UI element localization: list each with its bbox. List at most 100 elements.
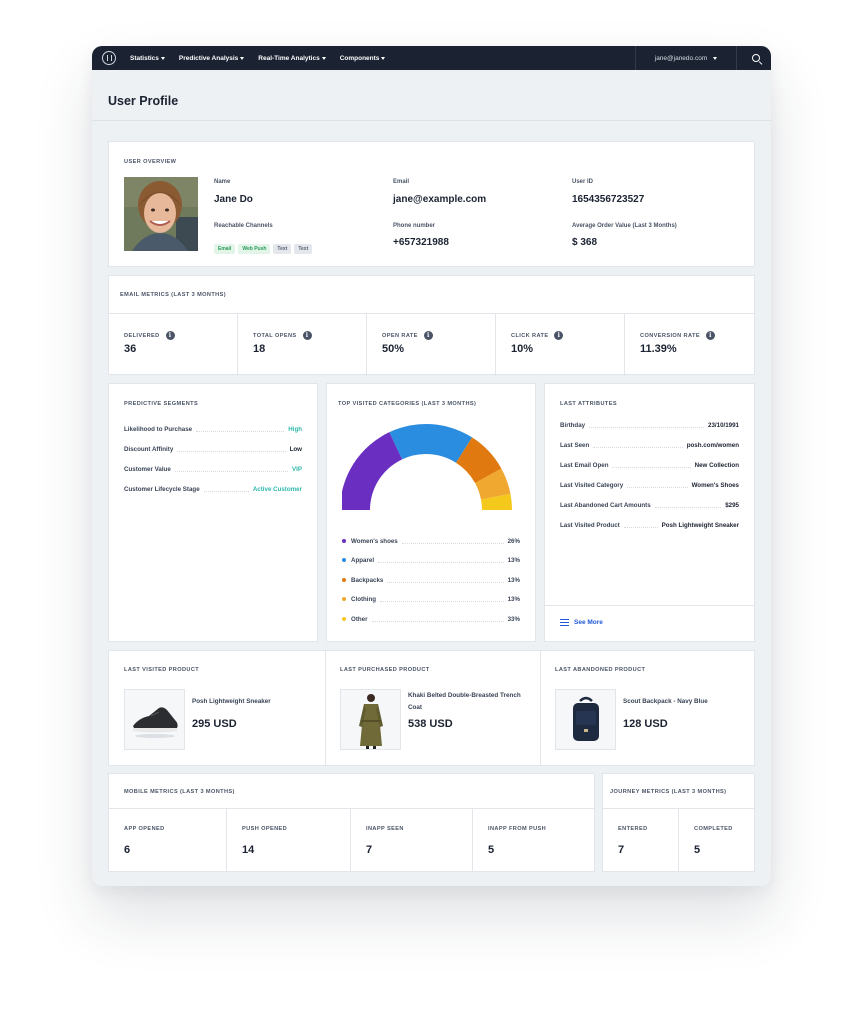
- segment-value: Active Customer: [252, 485, 302, 493]
- info-icon[interactable]: i: [423, 331, 433, 340]
- product-price: 295 USD: [192, 718, 237, 730]
- metric-inapp-seen: INAPP SEEN 7: [351, 809, 473, 872]
- metric-label: CLICK RATE: [511, 332, 549, 339]
- channel-tag: Text: [273, 244, 292, 254]
- legend-label: Other: [351, 615, 368, 623]
- metric-value: 7: [366, 844, 373, 856]
- section-label: MOBILE METRICS (LAST 3 MONTHS): [124, 789, 235, 795]
- metric-push-opened: PUSH OPENED 14: [227, 809, 351, 872]
- legend-dot: [342, 578, 346, 582]
- product-price: 538 USD: [408, 718, 453, 730]
- donut-slice-backpacks[interactable]: [456, 437, 502, 484]
- last-purchased-product[interactable]: LAST PURCHASED PRODUCT Khaki Belted Doub…: [325, 651, 540, 765]
- donut-slice-women-s-shoes[interactable]: [342, 432, 403, 510]
- attribute-row: Last Seen posh.com/women: [560, 440, 739, 450]
- divider: [603, 808, 754, 809]
- metric-conversion-rate: CONVERSION RATE i 11.39%: [625, 313, 754, 376]
- attribute-row: Last Email Open New Collection: [560, 460, 739, 470]
- legend-row: Other 33%: [342, 614, 520, 624]
- channels-label: Reachable Channels: [214, 223, 273, 229]
- metric-value: 10%: [511, 343, 534, 355]
- segment-row: Discount Affinity Low: [124, 444, 302, 454]
- donut-slice-other[interactable]: [481, 493, 512, 510]
- segment-label: Discount Affinity: [124, 445, 174, 453]
- legend-row: Apparel 13%: [342, 555, 520, 565]
- channel-tag: Web Push: [238, 244, 271, 254]
- metric-entered: ENTERED 7: [603, 809, 679, 872]
- page-title: User Profile: [108, 94, 179, 108]
- attribute-value: 23/10/1991: [708, 421, 739, 429]
- nav-real-time-analytics[interactable]: Real-Time Analytics: [258, 55, 326, 62]
- avatar: [124, 177, 198, 251]
- last-attributes-card: LAST ATTRIBUTES Birthday 23/10/1991 Last …: [544, 383, 755, 642]
- metric-delivered: DELIVERED i 36: [109, 313, 238, 376]
- top-navbar: Statistics Predictive Analysis Real-Time…: [92, 46, 771, 70]
- channel-tag: Email: [214, 244, 236, 254]
- products-card: LAST VISITED PRODUCT Posh Lightweight Sn…: [108, 650, 755, 766]
- attribute-label: Last Email Open: [560, 461, 609, 469]
- legend-value: 13%: [507, 595, 520, 603]
- legend-dot: [342, 539, 346, 543]
- legend-value: 26%: [507, 537, 520, 545]
- last-abandoned-product[interactable]: LAST ABANDONED PRODUCT Scout Backpack - …: [540, 651, 754, 765]
- nav-statistics[interactable]: Statistics: [130, 55, 165, 62]
- section-label: USER OVERVIEW: [124, 159, 177, 165]
- phone-value: +657321988: [393, 237, 449, 248]
- segment-label: Likelihood to Purchase: [124, 425, 193, 433]
- section-label: LAST VISITED PRODUCT: [124, 667, 200, 673]
- channel-tag: Text: [294, 244, 313, 254]
- user-menu[interactable]: jane@janedo.com: [635, 46, 737, 70]
- nav-components[interactable]: Components: [340, 55, 386, 62]
- attribute-value: Women's Shoes: [691, 481, 739, 489]
- email-metrics-card: EMAIL METRICS (LAST 3 MONTHS) DELIVERED i…: [108, 275, 755, 376]
- product-price: 128 USD: [623, 718, 668, 730]
- user-email-value: jane@example.com: [393, 194, 487, 205]
- metric-open-rate: OPEN RATE i 50%: [367, 313, 496, 376]
- section-label: EMAIL METRICS (LAST 3 MONTHS): [120, 292, 226, 298]
- legend-dot: [342, 617, 346, 621]
- info-icon[interactable]: i: [165, 331, 175, 340]
- info-icon[interactable]: i: [554, 331, 564, 340]
- backpack-image: [555, 689, 616, 750]
- see-more-link[interactable]: See More: [560, 619, 603, 626]
- legend-label: Clothing: [351, 595, 377, 603]
- journey-metrics-card: JOURNEY METRICS (LAST 3 MONTHS) ENTERED …: [602, 773, 755, 872]
- last-visited-product[interactable]: LAST VISITED PRODUCT Posh Lightweight Sn…: [109, 651, 325, 765]
- search-button[interactable]: [740, 46, 771, 70]
- donut-slice-apparel[interactable]: [389, 424, 473, 463]
- metric-app-opened: APP OPENED 6: [109, 809, 227, 872]
- metric-label: COMPLETED: [694, 826, 733, 832]
- caret-down-icon: [321, 56, 326, 60]
- divider: [540, 651, 541, 765]
- channel-tags: Email Web Push Text Text: [214, 237, 315, 255]
- donut-slice-clothing[interactable]: [475, 468, 511, 500]
- attribute-row: Last Visited Product Posh Lightweight Sne…: [560, 520, 739, 530]
- segment-row: Likelihood to Purchase High: [124, 424, 302, 434]
- metric-value: 11.39%: [640, 343, 677, 355]
- metric-click-rate: CLICK RATE i 10%: [496, 313, 625, 376]
- divider: [109, 808, 594, 809]
- predictive-segments-card: PREDICTIVE SEGMENTS Likelihood to Purcha…: [108, 383, 318, 642]
- attribute-label: Last Visited Product: [560, 521, 620, 529]
- metric-label: INAPP FROM PUSH: [488, 826, 547, 832]
- divider: [92, 120, 771, 121]
- section-label: LAST ATTRIBUTES: [560, 401, 617, 407]
- metric-inapp-from-push: INAPP FROM PUSH 5: [473, 809, 594, 872]
- aov-value: $ 368: [572, 237, 598, 248]
- attribute-value: New Collection: [694, 461, 739, 469]
- metric-value: 50%: [382, 343, 405, 355]
- attribute-row: Last Visited Category Women's Shoes: [560, 480, 739, 490]
- section-label: LAST PURCHASED PRODUCT: [340, 667, 430, 673]
- attribute-label: Last Abandoned Cart Amounts: [560, 501, 651, 509]
- logo-icon[interactable]: [102, 51, 116, 65]
- segment-label: Customer Lifecycle Stage: [124, 485, 200, 493]
- nav-predictive-analysis[interactable]: Predictive Analysis: [179, 55, 245, 62]
- info-icon[interactable]: i: [705, 331, 715, 340]
- metric-value: 5: [694, 844, 701, 856]
- legend-row: Clothing 13%: [342, 594, 520, 604]
- metric-value: 7: [618, 844, 625, 856]
- metric-value: 36: [124, 343, 137, 355]
- info-icon[interactable]: i: [302, 331, 312, 340]
- caret-down-icon: [381, 56, 386, 60]
- segment-row: Customer Lifecycle Stage Active Customer: [124, 484, 302, 494]
